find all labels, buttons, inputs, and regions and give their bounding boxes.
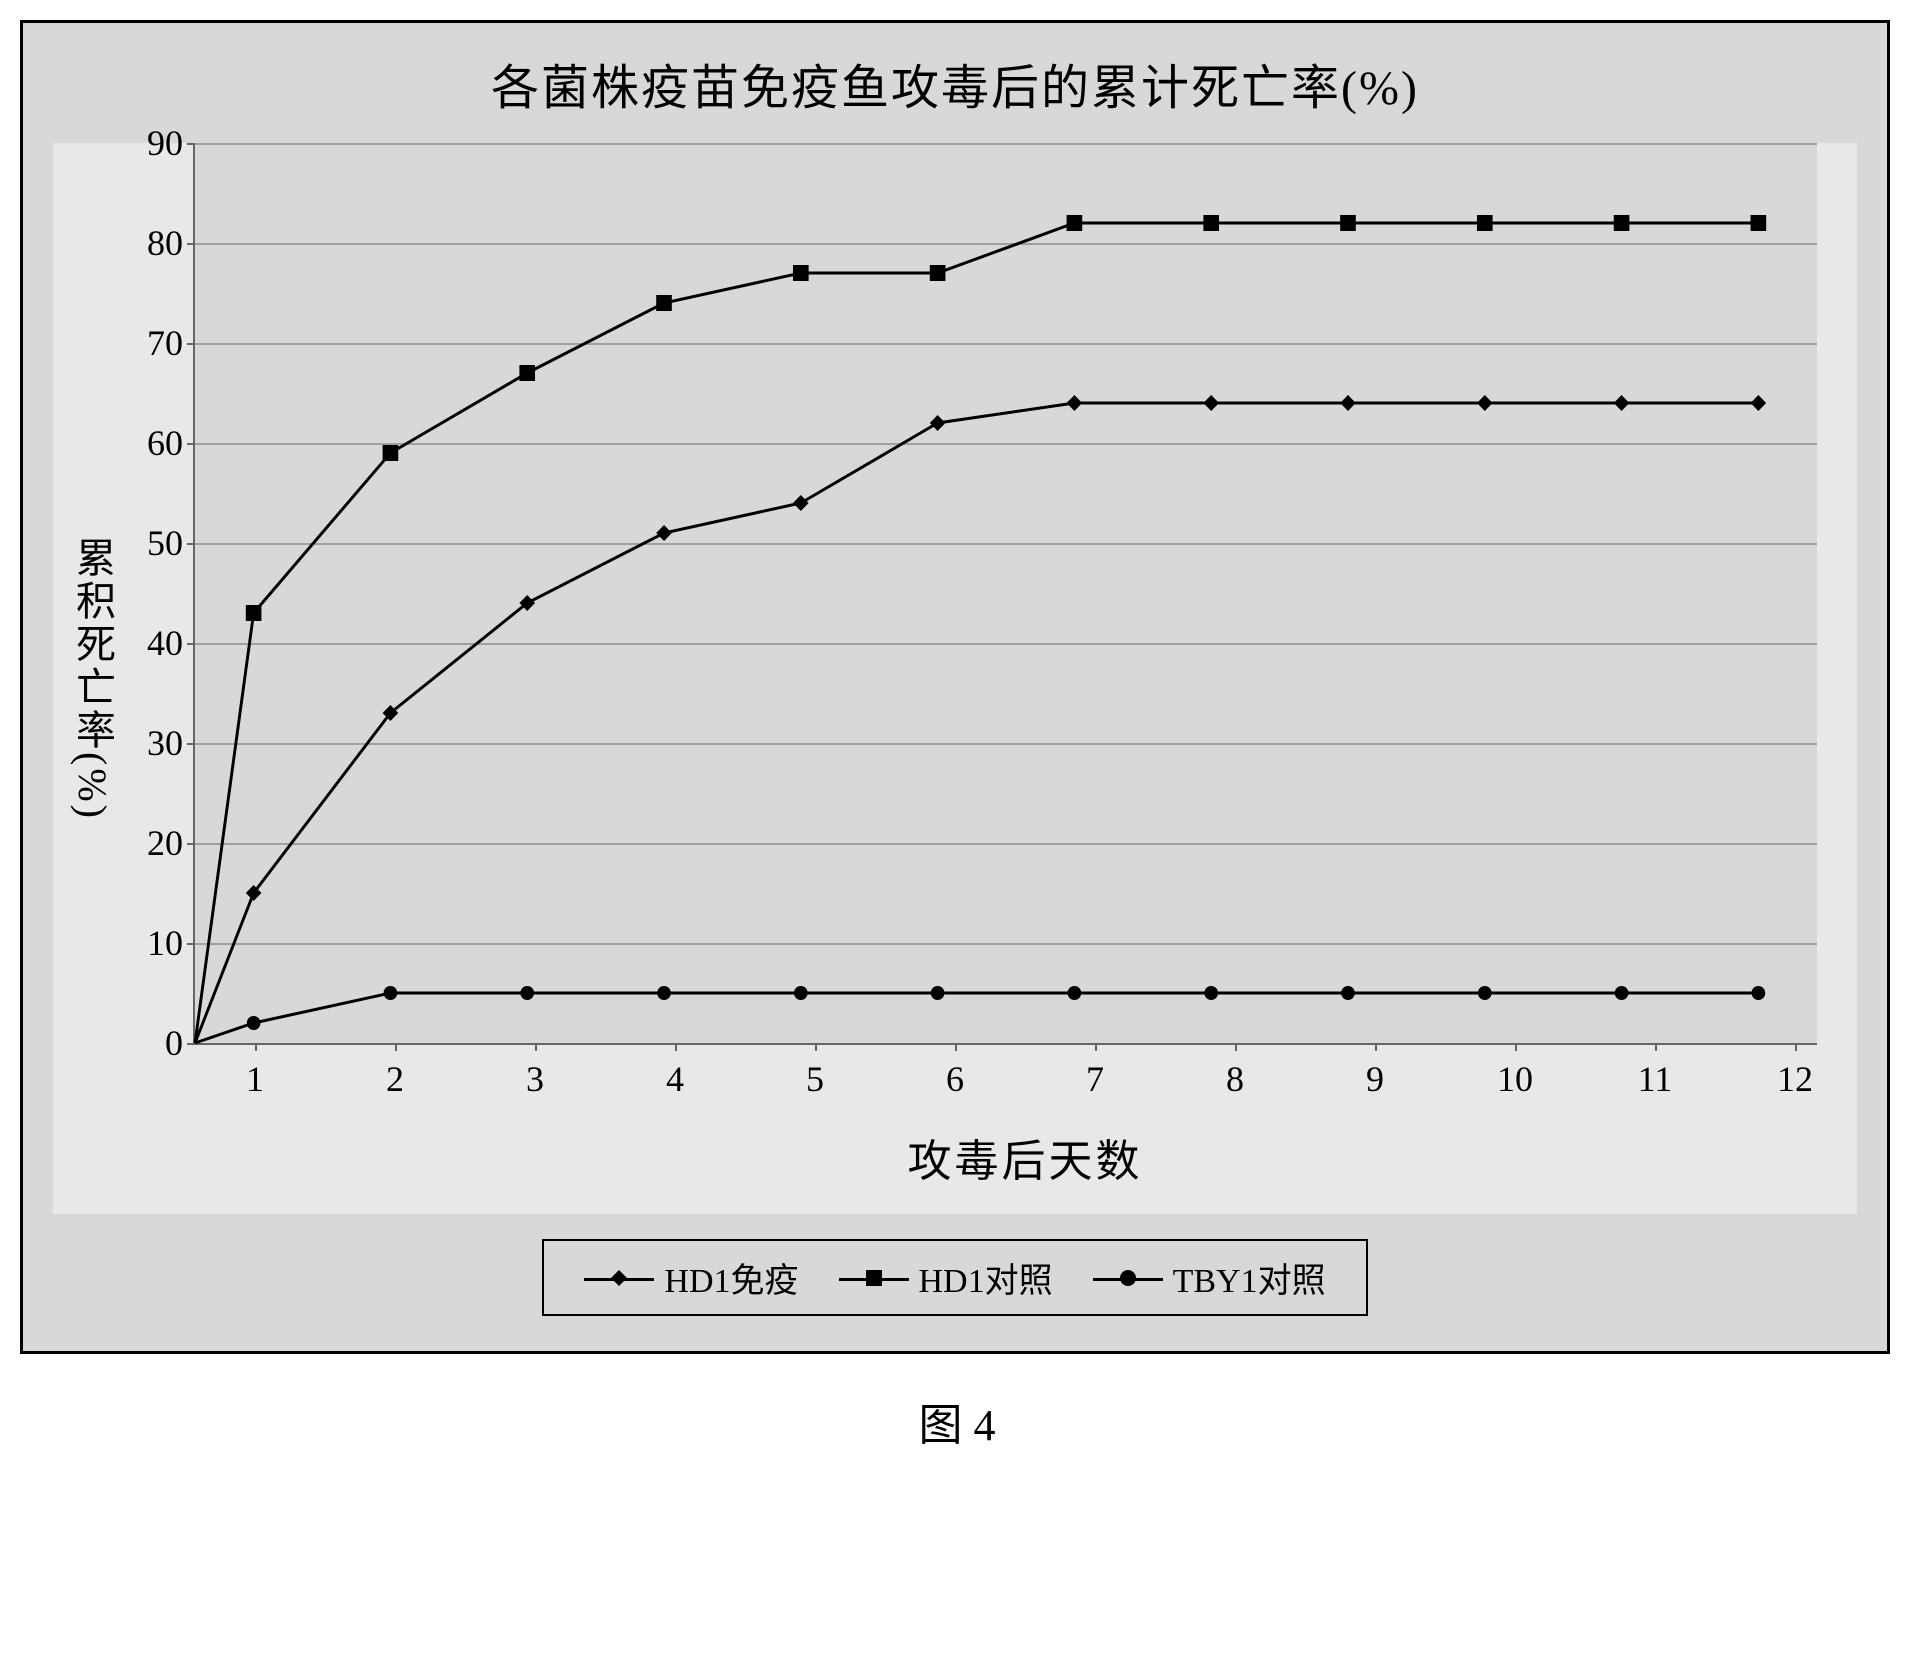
chart-title: 各菌株疫苗免疫鱼攻毒后的累计死亡率(%): [23, 23, 1887, 133]
legend-label: TBY1对照: [1173, 1253, 1326, 1302]
series-marker: [1204, 986, 1218, 1000]
series-marker: [1340, 215, 1356, 231]
series-marker: [1203, 395, 1219, 411]
ytick-label: 40: [147, 622, 195, 664]
series-marker: [1203, 215, 1219, 231]
figure-caption: 图 4: [20, 1354, 1894, 1453]
series-marker: [1068, 986, 1082, 1000]
series-marker: [1615, 986, 1629, 1000]
ytick-label: 10: [147, 922, 195, 964]
legend-label: HD1免疫: [664, 1253, 798, 1302]
ytick-label: 0: [165, 1022, 195, 1064]
series-marker: [383, 445, 399, 461]
series-marker: [246, 605, 262, 621]
series-marker: [930, 265, 946, 281]
ytick-label: 90: [147, 122, 195, 164]
series-marker: [931, 986, 945, 1000]
series-marker: [1614, 215, 1630, 231]
xtick-label: 8: [1226, 1043, 1244, 1100]
series-marker: [794, 986, 808, 1000]
series-marker: [1477, 395, 1493, 411]
xtick-label: 9: [1366, 1043, 1384, 1100]
legend-symbol: [839, 1268, 909, 1288]
legend-item: TBY1对照: [1093, 1253, 1326, 1302]
xtick-label: 12: [1777, 1043, 1813, 1100]
ytick-label: 50: [147, 522, 195, 564]
series-marker: [930, 415, 946, 431]
legend-symbol: [584, 1268, 654, 1288]
xtick-label: 6: [946, 1043, 964, 1100]
series-marker: [793, 495, 809, 511]
series-marker: [1067, 215, 1083, 231]
series-marker: [1341, 986, 1355, 1000]
series-marker: [1340, 395, 1356, 411]
series-line: [195, 223, 1758, 1043]
series-line: [195, 403, 1758, 1043]
legend-label: HD1对照: [919, 1253, 1053, 1302]
series-marker: [1752, 986, 1766, 1000]
xtick-label: 1: [246, 1043, 264, 1100]
series-marker: [519, 365, 535, 381]
chart-container: 各菌株疫苗免疫鱼攻毒后的累计死亡率(%) 累积死亡率(%) 0102030405…: [20, 20, 1890, 1354]
legend-item: HD1免疫: [584, 1253, 798, 1302]
series-marker: [1614, 395, 1630, 411]
xtick-label: 3: [526, 1043, 544, 1100]
series-line: [195, 993, 1758, 1043]
xtick-label: 5: [806, 1043, 824, 1100]
series-marker: [1751, 395, 1767, 411]
ytick-label: 80: [147, 222, 195, 264]
y-axis-label: 累积死亡率(%): [63, 537, 121, 821]
ytick-label: 70: [147, 322, 195, 364]
plot-frame: 累积死亡率(%) 0102030405060708090123456789101…: [53, 143, 1857, 1214]
legend-symbol: [1093, 1268, 1163, 1288]
series-marker: [656, 525, 672, 541]
xtick-label: 7: [1086, 1043, 1104, 1100]
series-marker: [1067, 395, 1083, 411]
series-marker: [1477, 215, 1493, 231]
series-marker: [656, 295, 672, 311]
ytick-label: 60: [147, 422, 195, 464]
series-marker: [1478, 986, 1492, 1000]
plot-area: 0102030405060708090123456789101112: [193, 143, 1817, 1045]
ytick-label: 20: [147, 822, 195, 864]
xtick-label: 10: [1497, 1043, 1533, 1100]
series-marker: [657, 986, 671, 1000]
series-marker: [520, 986, 534, 1000]
ytick-label: 30: [147, 722, 195, 764]
series-marker: [247, 1016, 261, 1030]
series-marker: [793, 265, 809, 281]
xtick-label: 2: [386, 1043, 404, 1100]
legend-item: HD1对照: [839, 1253, 1053, 1302]
legend: HD1免疫 HD1对照 TBY1对照: [542, 1239, 1367, 1316]
series-marker: [1751, 215, 1767, 231]
xtick-label: 11: [1638, 1043, 1673, 1100]
series-marker: [384, 986, 398, 1000]
xtick-label: 4: [666, 1043, 684, 1100]
series-svg: [195, 143, 1817, 1043]
